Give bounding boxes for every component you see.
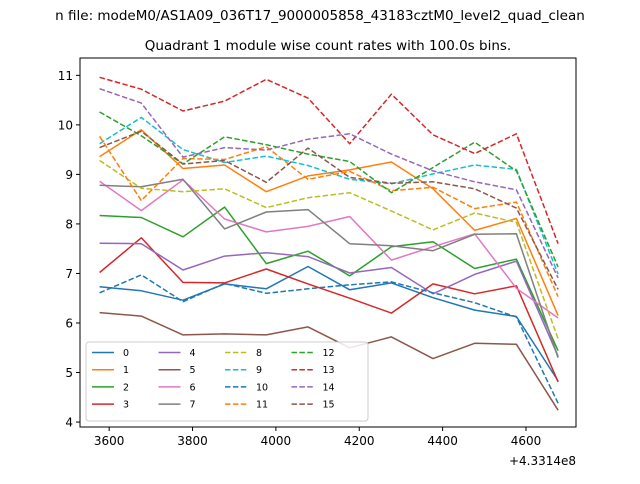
y-tick-label: 11 xyxy=(58,69,73,83)
x-axis: 3600 3800 4000 4200 4400 4600 xyxy=(94,427,541,448)
series-line-5 xyxy=(99,311,559,411)
y-tick-label: 5 xyxy=(65,366,73,380)
legend-label-0: 0 xyxy=(123,348,129,359)
x-tick-label: 4200 xyxy=(344,434,375,448)
legend-label-7: 7 xyxy=(190,400,196,411)
series-line-7 xyxy=(99,178,559,358)
legend-label-14: 14 xyxy=(323,382,335,393)
legend-label-3: 3 xyxy=(123,400,129,411)
x-tick-label: 4600 xyxy=(511,434,542,448)
legend-label-11: 11 xyxy=(256,400,268,411)
series-line-9 xyxy=(99,116,559,275)
legend-label-9: 9 xyxy=(256,365,262,376)
y-tick-label: 10 xyxy=(58,118,73,132)
legend-label-6: 6 xyxy=(190,382,196,393)
x-tick-label: 3600 xyxy=(94,434,125,448)
x-tick-label: 4000 xyxy=(261,434,292,448)
legend-label-4: 4 xyxy=(190,348,196,359)
series-line-12 xyxy=(99,111,559,268)
legend-label-1: 1 xyxy=(123,365,129,376)
axes-frame xyxy=(79,57,577,428)
x-axis-offset-text: +4.3314e8 xyxy=(509,454,576,468)
figure-suptitle: n file: modeM0/AS1A09_036T17_9000005858_… xyxy=(55,8,585,24)
series-line-8 xyxy=(99,159,559,340)
series-line-6 xyxy=(99,179,559,319)
y-tick-label: 8 xyxy=(65,217,73,231)
legend-label-12: 12 xyxy=(323,348,335,359)
series-line-13 xyxy=(99,76,559,244)
x-tick-label: 3800 xyxy=(177,434,208,448)
series-line-3 xyxy=(99,237,559,383)
series-line-1 xyxy=(99,129,559,316)
legend-label-15: 15 xyxy=(323,400,335,411)
y-tick-label: 6 xyxy=(65,316,73,330)
y-axis: 4 5 6 7 8 9 10 11 xyxy=(58,69,80,430)
legend-label-8: 8 xyxy=(256,348,262,359)
x-tick-label: 4400 xyxy=(427,434,458,448)
series-line-4 xyxy=(99,242,559,357)
legend-label-13: 13 xyxy=(323,365,335,376)
legend-label-2: 2 xyxy=(123,382,129,393)
legend-label-10: 10 xyxy=(256,382,268,393)
series-line-14 xyxy=(99,87,559,279)
series-line-0 xyxy=(99,265,559,382)
y-tick-label: 9 xyxy=(65,168,73,182)
legend-box xyxy=(85,341,369,422)
y-tick-label: 7 xyxy=(65,267,73,281)
series-line-2 xyxy=(99,206,559,352)
legend-label-5: 5 xyxy=(190,365,196,376)
series-line-10 xyxy=(99,274,559,404)
y-tick-label: 4 xyxy=(65,416,73,430)
series-line-15 xyxy=(99,130,559,290)
chart-title: Quadrant 1 module wise count rates with … xyxy=(145,38,511,54)
plot-area xyxy=(98,76,559,411)
series-line-11 xyxy=(98,135,559,298)
